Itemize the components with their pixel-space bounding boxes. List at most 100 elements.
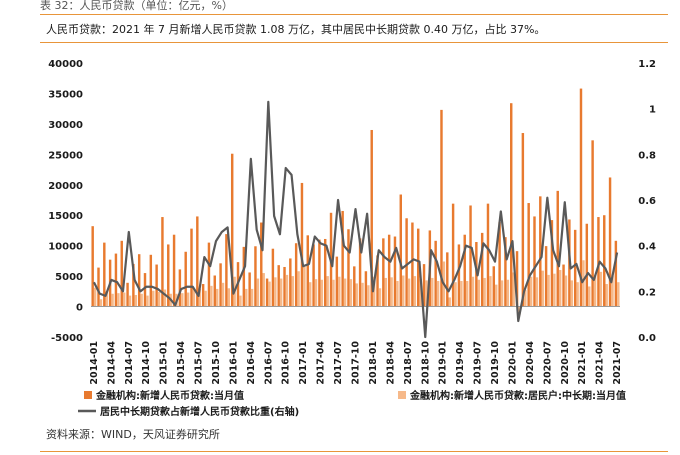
bar-new-loans — [597, 217, 600, 307]
left-tick-label: 15000 — [48, 211, 83, 222]
bar-household-mlt — [436, 280, 440, 307]
bar-household-mlt — [279, 278, 283, 307]
x-tick-label: 2021-04 — [595, 341, 606, 385]
right-axis-ticks: 1.2 1 0.8 0.6 0.4 0.2 0.0 — [638, 59, 656, 344]
bar-new-loans — [504, 237, 507, 307]
bar-household-mlt — [553, 273, 556, 307]
x-tick-label: 2017-04 — [316, 341, 327, 385]
x-tick-label: 2017-07 — [333, 341, 344, 385]
bar-household-mlt — [146, 295, 149, 307]
bar-household-mlt — [105, 291, 108, 307]
bar-new-loans — [556, 190, 559, 307]
bar-household-mlt — [256, 278, 260, 307]
bar-new-loans — [451, 203, 455, 307]
x-tick-label: 2019-07 — [473, 341, 484, 385]
bar-new-loans — [213, 275, 216, 307]
bar-household-mlt — [303, 266, 306, 307]
source-note: 资料来源：WIND，天风证券研究所 — [46, 428, 220, 441]
bar-new-loans — [335, 256, 339, 307]
bar-household-mlt — [355, 283, 358, 307]
bar-new-loans — [167, 244, 170, 307]
left-tick-label: 30000 — [48, 120, 83, 131]
bar-new-loans — [405, 218, 408, 307]
bar-household-mlt — [564, 275, 568, 307]
bar-new-loans — [184, 251, 187, 307]
bar-household-mlt — [93, 287, 97, 307]
bar-new-loans — [143, 273, 147, 307]
x-tick-label: 2015-10 — [211, 341, 222, 385]
bar-household-mlt — [210, 285, 213, 307]
bar-household-mlt — [535, 277, 539, 307]
bar-new-loans — [347, 229, 350, 307]
bars-layer — [91, 88, 620, 315]
bar-new-loans — [172, 234, 176, 307]
bar-household-mlt — [186, 292, 190, 307]
bar-household-mlt — [192, 288, 196, 307]
bar-new-loans — [341, 210, 344, 307]
bar-new-loans — [103, 242, 106, 307]
bar-new-loans — [254, 246, 257, 307]
bar-new-loans — [533, 216, 536, 307]
bar-new-loans — [260, 222, 263, 307]
bar-household-mlt — [367, 285, 370, 307]
bar-household-mlt — [204, 290, 207, 307]
bar-household-mlt — [582, 260, 585, 307]
bar-new-loans — [498, 221, 501, 307]
bar-household-mlt — [524, 290, 527, 307]
bar-household-mlt — [227, 288, 231, 307]
bar-household-mlt — [465, 280, 469, 307]
bar-new-loans — [114, 253, 118, 307]
bar-household-mlt — [599, 271, 603, 307]
bar-new-loans — [137, 254, 141, 307]
bar-new-loans — [387, 234, 391, 307]
header-rule — [40, 42, 668, 43]
bar-new-loans — [97, 267, 100, 307]
bar-household-mlt — [349, 279, 353, 307]
bar-new-loans — [417, 228, 420, 307]
bar-household-mlt — [477, 279, 481, 307]
bar-new-loans — [318, 239, 321, 307]
right-tick-label: 0.8 — [638, 150, 656, 161]
bar-household-mlt — [262, 273, 265, 307]
bar-household-mlt — [547, 274, 550, 307]
chart-headline: 人民币贷款：2021 年 7 月新增人民币贷款 1.08 万亿，其中居民中长期贷… — [46, 23, 546, 36]
bar-new-loans — [562, 264, 565, 307]
bar-new-loans — [614, 240, 618, 307]
bar-new-loans — [120, 240, 123, 307]
x-tick-label: 2019-04 — [455, 341, 466, 385]
bar-household-mlt — [425, 280, 428, 307]
bar-new-loans — [457, 244, 461, 307]
bar-household-mlt — [157, 291, 161, 307]
x-tick-label: 2014-07 — [124, 341, 135, 385]
bar-new-loans — [579, 88, 583, 307]
bar-new-loans — [248, 272, 251, 307]
x-tick-label: 2014-04 — [106, 341, 117, 385]
bar-household-mlt — [483, 277, 486, 307]
bar-new-loans — [446, 252, 449, 307]
bar-new-loans — [544, 246, 548, 307]
bar-household-mlt — [512, 272, 515, 307]
bar-new-loans — [126, 282, 129, 307]
bar-new-loans — [289, 258, 292, 307]
x-tick-label: 2021-01 — [577, 341, 588, 385]
bar-new-loans — [591, 140, 594, 307]
bar-new-loans — [521, 133, 525, 307]
bar-household-mlt — [326, 276, 329, 307]
x-tick-label: 2020-07 — [542, 341, 553, 385]
bar-new-loans — [434, 240, 437, 307]
bar-household-mlt — [396, 280, 399, 307]
bar-household-mlt — [274, 277, 277, 307]
bar-household-mlt — [343, 278, 347, 307]
bar-new-loans — [149, 254, 153, 307]
bar-household-mlt — [541, 270, 544, 307]
bar-household-mlt — [413, 276, 417, 307]
bar-household-mlt — [285, 274, 289, 307]
bar-household-mlt — [291, 276, 294, 307]
x-tick-label: 2020-04 — [525, 341, 536, 385]
bar-new-loans — [603, 215, 606, 307]
bar-household-mlt — [506, 279, 510, 307]
bar-household-mlt — [471, 276, 475, 307]
bar-new-loans — [573, 229, 577, 307]
x-tick-label: 2014-01 — [89, 341, 100, 385]
bar-household-mlt — [495, 284, 498, 307]
